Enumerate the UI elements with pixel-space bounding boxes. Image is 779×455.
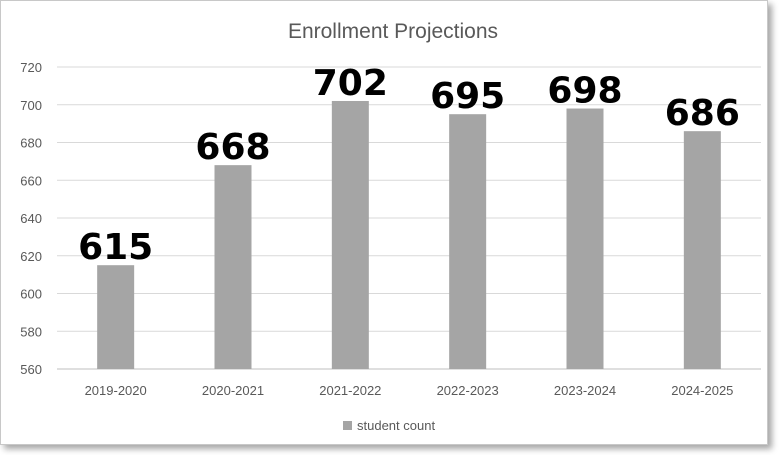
y-tick-label: 720 [20, 60, 42, 75]
bar [683, 131, 721, 369]
chart-frame [0, 0, 768, 445]
bar [97, 265, 135, 369]
bar [214, 165, 252, 369]
x-category-label: 2022-2023 [437, 383, 499, 398]
y-tick-label: 560 [20, 362, 42, 377]
data-label: 702 [313, 63, 388, 104]
y-tick-label: 680 [20, 136, 42, 151]
legend-label: student count [357, 418, 435, 433]
gridlines [57, 66, 761, 370]
data-label: 686 [665, 93, 740, 134]
x-category-label: 2019-2020 [85, 383, 147, 398]
y-tick-label: 700 [20, 98, 42, 113]
data-labels: 615 668 702 695 698 686 [78, 63, 740, 268]
y-tick-label: 660 [20, 173, 42, 188]
x-axis-categories: 2019-2020 2020-2021 2021-2022 2022-2023 2023… [85, 383, 734, 398]
bar [566, 108, 604, 370]
chart-title: Enrollment Projections [288, 20, 498, 43]
x-category-label: 2024-2025 [671, 383, 733, 398]
bars [97, 100, 721, 370]
data-label: 615 [78, 227, 153, 268]
data-label: 695 [430, 76, 505, 117]
legend: student count [343, 418, 435, 433]
data-label: 698 [547, 71, 622, 112]
y-tick-label: 640 [20, 211, 42, 226]
bar [449, 114, 487, 369]
y-axis-ticks: 560 580 600 620 640 660 680 700 720 [20, 60, 42, 377]
y-tick-label: 580 [20, 324, 42, 339]
y-tick-label: 600 [20, 287, 42, 302]
legend-swatch [343, 421, 352, 430]
x-category-label: 2023-2024 [554, 383, 616, 398]
y-tick-label: 620 [20, 249, 42, 264]
bar [331, 100, 369, 369]
x-category-label: 2021-2022 [319, 383, 381, 398]
data-label: 668 [195, 127, 270, 168]
x-category-label: 2020-2021 [202, 383, 264, 398]
